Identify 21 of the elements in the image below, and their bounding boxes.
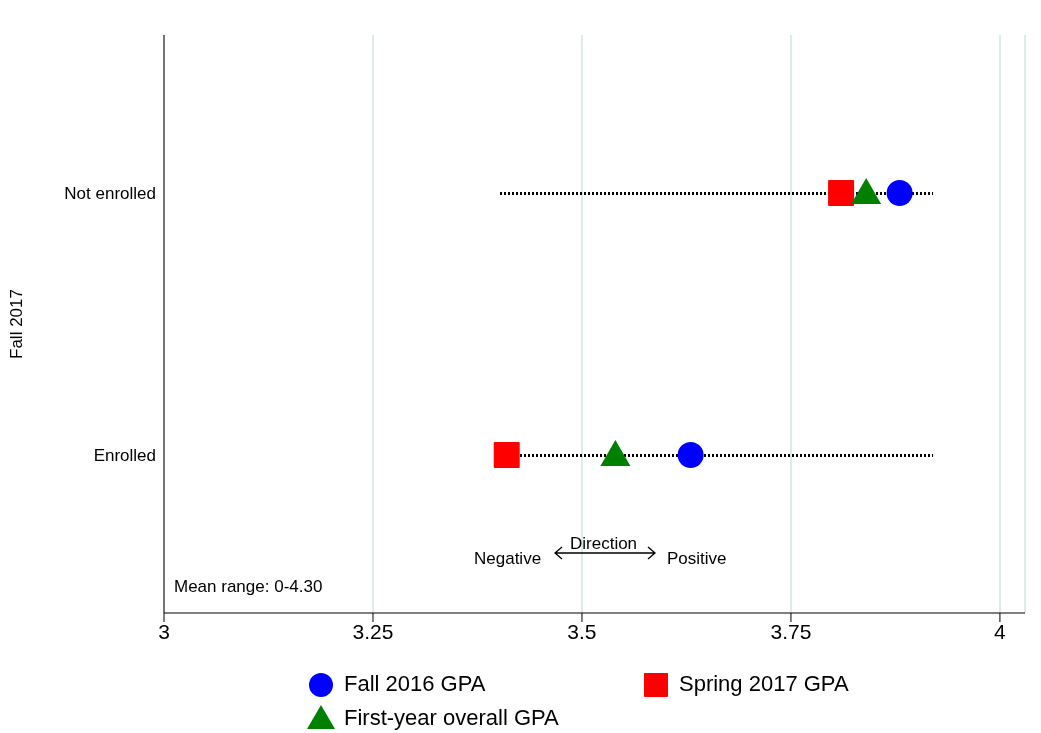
point [851, 178, 882, 204]
point [886, 180, 913, 206]
annotation: Mean range: 0-4.30 [174, 577, 323, 597]
annotation: Positive [667, 549, 727, 569]
x-tick-label: 3.25 [352, 619, 394, 643]
legend-label: First-year overall GPA [344, 705, 559, 731]
annotation: Direction [570, 534, 638, 554]
y-axis-title: Fall 2017 [7, 289, 27, 359]
point [828, 180, 855, 206]
legend-label: Spring 2017 GPA [679, 671, 849, 697]
y-tick-label: Enrolled [93, 446, 156, 466]
y-tick-label: Not enrolled [64, 184, 156, 204]
point [677, 442, 704, 468]
x-tick-label: 3.5 [567, 619, 597, 643]
legend-label: Fall 2016 GPA [344, 671, 486, 697]
point [493, 442, 520, 468]
x-tick-label: 3.75 [770, 619, 812, 643]
point [600, 440, 631, 466]
x-tick-label: 4 [994, 619, 1007, 643]
annotation: Negative [474, 549, 542, 569]
x-tick-label: 3 [158, 619, 170, 643]
